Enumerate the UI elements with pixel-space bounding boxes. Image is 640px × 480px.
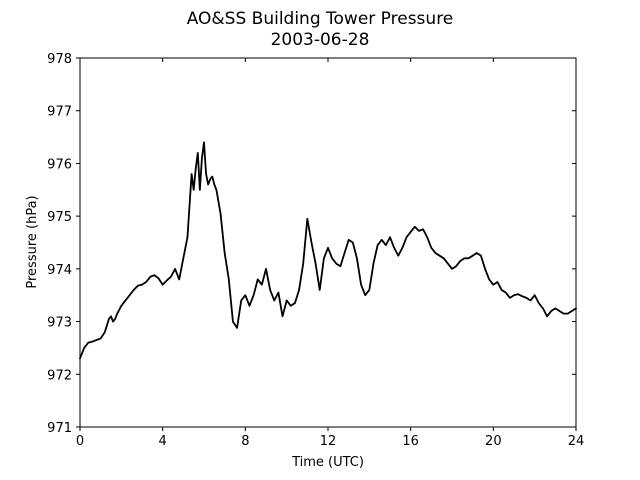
x-tick-label: 20 (485, 434, 502, 449)
y-tick-label: 975 (47, 210, 72, 225)
chart-title: AO&SS Building Tower Pressure (187, 9, 454, 29)
x-tick-label: 24 (568, 434, 585, 449)
y-axis-label: Pressure (hPa) (25, 195, 40, 288)
x-tick-label: 12 (320, 434, 337, 449)
x-tick-label: 16 (402, 434, 419, 449)
x-axis: 0 4 8 12 16 20 24 (76, 58, 584, 449)
y-axis: 971 972 973 974 975 976 977 978 (47, 52, 576, 436)
x-axis-label: Time (UTC) (291, 455, 364, 470)
y-tick-label: 977 (47, 105, 72, 120)
x-tick-label: 4 (159, 434, 167, 449)
y-tick-label: 976 (47, 157, 72, 172)
y-tick-label: 974 (47, 263, 72, 278)
y-tick-label: 978 (47, 52, 72, 67)
x-tick-label: 8 (241, 434, 249, 449)
y-tick-label: 973 (47, 316, 72, 331)
chart-subtitle: 2003-06-28 (271, 30, 370, 50)
x-tick-label: 0 (76, 434, 84, 449)
y-tick-label: 972 (47, 368, 72, 383)
series-line-pressure (79, 141, 577, 360)
plot-area (79, 141, 577, 360)
y-tick-label: 971 (47, 421, 72, 436)
